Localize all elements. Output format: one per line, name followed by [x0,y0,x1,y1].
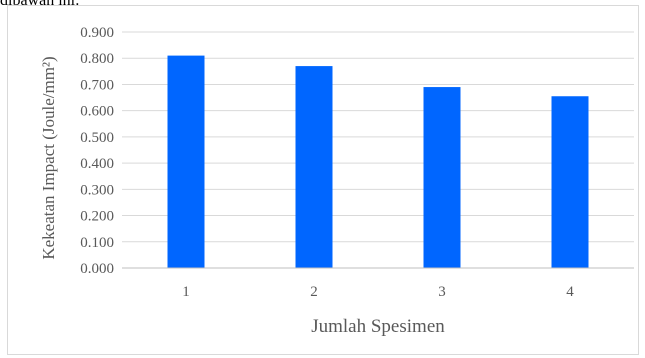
y-tick-labels: 0.000 0.100 0.200 0.300 0.400 0.500 0.600 0.700… [80,25,114,277]
y-axis-label: Kekeatan Impact (Joule/mm²) [39,56,58,259]
bar-4 [551,96,589,268]
y-tick-label: 0.100 [80,235,114,251]
grid-lines [122,31,634,243]
bar-2 [295,66,333,268]
top-text-fragment: dibawah ini: [0,0,80,10]
y-tick-label: 0.400 [80,156,114,172]
bars [167,55,589,268]
y-tick-label: 0.000 [80,261,114,277]
x-tick-label: 2 [310,284,318,300]
x-tick-labels: 1 2 3 4 [182,284,574,300]
x-tick-label: 4 [566,284,574,300]
y-tick-label: 0.900 [80,25,114,41]
bar-3 [423,87,461,268]
y-tick-label: 0.500 [80,130,114,146]
y-tick-label: 0.700 [80,77,114,93]
x-tick-label: 1 [182,284,190,300]
y-tick-label: 0.600 [80,104,114,120]
bar-1 [167,55,205,268]
y-tick-label: 0.300 [80,182,114,198]
y-tick-label: 0.200 [80,209,114,225]
y-tick-label: 0.800 [80,51,114,67]
x-axis-label: Jumlah Spesimen [311,316,445,337]
x-tick-label: 3 [438,284,446,300]
